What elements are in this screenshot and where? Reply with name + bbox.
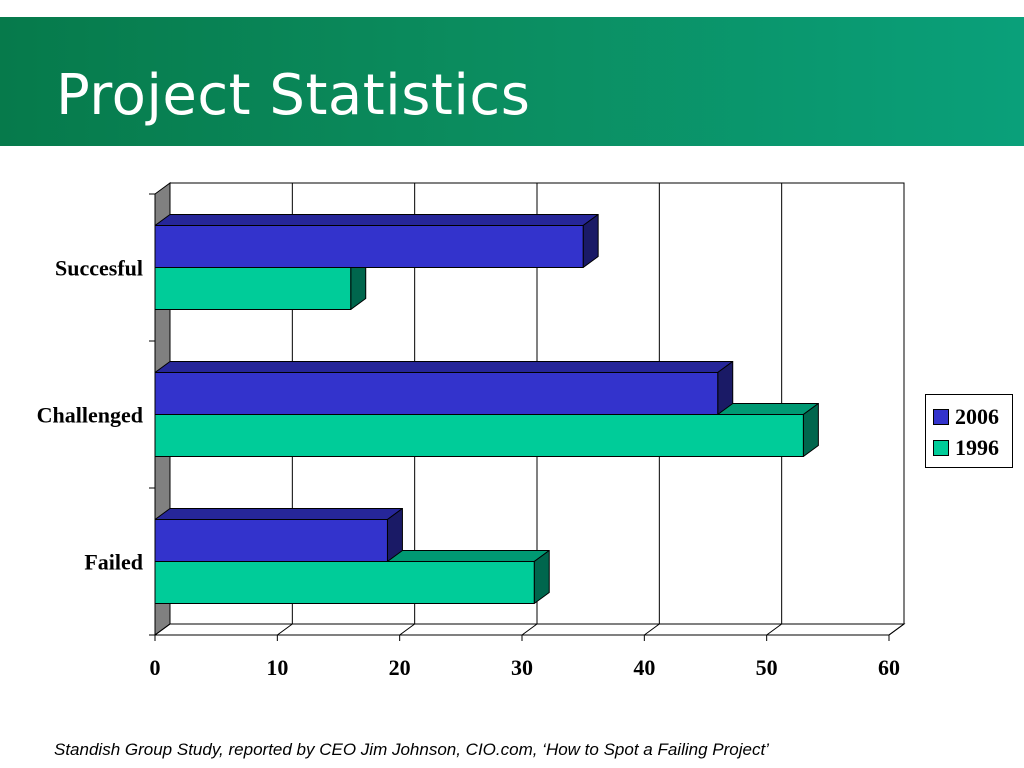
floor-gridline: [521, 623, 538, 636]
x-tick-label: 10: [266, 655, 288, 680]
chart-legend: 2006 1996: [925, 394, 1013, 468]
source-caption: Standish Group Study, reported by CEO Ji…: [54, 740, 769, 759]
bar-2006-challenged: [154, 372, 719, 415]
floor-gridline: [399, 623, 415, 636]
slide-title: Project Statistics: [56, 63, 531, 128]
floor-gridline: [888, 623, 905, 636]
floor-gridline: [644, 623, 660, 636]
bar-2006-succesful: [154, 225, 584, 268]
bar-2006-failed: [154, 519, 388, 562]
bar-1996-failed: [154, 561, 535, 604]
floor-gridline: [277, 623, 293, 636]
legend-item-1996: 1996: [933, 432, 1012, 463]
x-tick-label: 20: [389, 655, 411, 680]
header-bar: Project Statistics: [0, 17, 1024, 146]
legend-item-2006: 2006: [933, 401, 1012, 432]
legend-label-1996: 1996: [955, 434, 999, 460]
legend-label-2006: 2006: [955, 403, 999, 429]
bar-2006-succesful-top: [154, 214, 599, 226]
bar-2006-challenged-top: [154, 361, 734, 373]
bar-1996-challenged: [154, 414, 804, 457]
bar-2006-failed-top: [154, 508, 403, 520]
legend-swatch-1996: [933, 439, 949, 456]
category-label: Succesful: [55, 256, 143, 281]
category-label: Challenged: [37, 403, 143, 428]
legend-swatch-2006: [933, 408, 949, 425]
floor-gridline: [766, 623, 782, 636]
x-tick-label: 30: [511, 655, 533, 680]
floor-gridline: [154, 623, 171, 636]
x-tick-label: 40: [633, 655, 655, 680]
x-tick-label: 0: [150, 655, 161, 680]
category-label: Failed: [84, 550, 143, 575]
x-tick-label: 50: [756, 655, 778, 680]
x-tick-label: 60: [878, 655, 900, 680]
bar-1996-succesful: [154, 267, 352, 310]
